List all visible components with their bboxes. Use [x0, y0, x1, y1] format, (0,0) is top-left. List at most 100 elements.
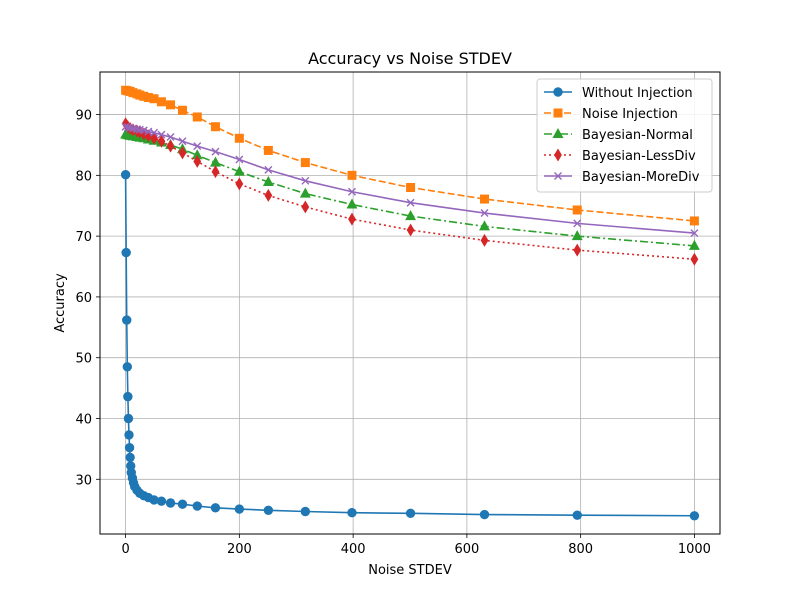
- data-point: [121, 122, 130, 131]
- y-tick-label: 90: [75, 109, 92, 124]
- legend-label: Bayesian-LessDiv: [582, 149, 696, 164]
- legend-marker: [554, 148, 562, 162]
- legend-marker: [553, 108, 563, 118]
- data-point: [234, 133, 244, 143]
- legend-item: Bayesian-Normal: [544, 127, 693, 143]
- data-point: [157, 134, 166, 148]
- x-tick-label: 400: [341, 542, 366, 557]
- y-axis-label: Accuracy: [53, 273, 68, 333]
- data-point: [264, 165, 273, 174]
- data-point: [300, 158, 310, 168]
- data-point: [405, 508, 416, 519]
- data-point: [347, 508, 357, 518]
- data-point: [690, 229, 699, 238]
- data-point: [132, 125, 141, 134]
- data-point: [178, 146, 187, 160]
- data-point: [480, 209, 489, 218]
- data-point: [165, 498, 176, 508]
- data-point: [150, 131, 158, 145]
- data-point: [572, 510, 582, 520]
- data-point: [690, 252, 699, 266]
- data-point: [150, 128, 159, 137]
- data-point: [210, 122, 220, 132]
- data-point: [300, 506, 311, 517]
- data-point: [301, 176, 310, 185]
- x-tick-label: 0: [121, 542, 129, 557]
- data-point: [126, 123, 135, 132]
- data-point: [346, 198, 358, 209]
- data-point: [301, 200, 310, 214]
- series-0: [120, 170, 700, 521]
- data-point: [688, 239, 700, 250]
- ticks: 0 200 400 600 800 1000 30 40 50 60 70 80 90: [75, 109, 710, 557]
- series-line: [125, 133, 695, 247]
- data-point: [123, 391, 133, 402]
- data-point: [235, 177, 244, 191]
- data-point: [235, 155, 244, 164]
- data-point: [166, 100, 176, 110]
- series-1: [121, 85, 699, 226]
- x-tick-label: 1000: [678, 542, 711, 557]
- data-point: [689, 511, 700, 521]
- data-point: [689, 216, 699, 226]
- plot-frame: [99, 71, 721, 535]
- grid: [100, 72, 720, 534]
- data-point: [123, 413, 134, 424]
- data-point: [348, 212, 356, 226]
- data-point: [264, 188, 273, 202]
- legend-label: Bayesian-MoreDiv: [582, 170, 700, 185]
- data-point: [177, 499, 188, 509]
- data-point: [166, 139, 175, 153]
- data-point: [192, 112, 202, 122]
- data-point: [125, 452, 135, 463]
- data-point: [124, 430, 134, 440]
- series-layer: [120, 85, 700, 521]
- series-4: [121, 122, 699, 238]
- data-point: [156, 97, 166, 107]
- y-tick-label: 80: [75, 169, 92, 184]
- data-point: [480, 194, 490, 204]
- data-point: [234, 504, 245, 514]
- data-point: [122, 362, 133, 372]
- data-point: [233, 165, 245, 176]
- legend-label: Noise Injection: [582, 107, 678, 122]
- x-tick-label: 200: [227, 542, 252, 557]
- data-point: [124, 442, 135, 453]
- data-point: [193, 142, 202, 151]
- series-line: [125, 125, 695, 234]
- legend-marker: [554, 172, 562, 180]
- data-point: [479, 220, 490, 231]
- data-point: [211, 165, 220, 179]
- data-point: [122, 315, 132, 325]
- data-point: [347, 170, 357, 180]
- data-point: [263, 145, 273, 155]
- data-point: [166, 133, 175, 142]
- data-point: [192, 501, 202, 511]
- data-point: [480, 233, 489, 247]
- data-point: [406, 183, 416, 192]
- data-point: [573, 243, 582, 257]
- data-point: [573, 219, 582, 228]
- data-point: [157, 130, 166, 139]
- data-point: [406, 223, 415, 237]
- data-point: [479, 509, 490, 520]
- legend-item: Bayesian-LessDiv: [544, 148, 696, 164]
- data-point: [156, 496, 167, 506]
- series-line: [125, 89, 695, 222]
- data-point: [263, 505, 274, 515]
- legend-box: [536, 78, 713, 193]
- data-point: [211, 147, 220, 156]
- legend-marker: [552, 127, 564, 138]
- x-tick-label: 600: [454, 542, 479, 557]
- legend-item: Without Injection: [544, 86, 693, 101]
- data-point: [571, 230, 583, 241]
- y-tick-label: 40: [75, 413, 92, 428]
- y-tick-label: 60: [75, 291, 92, 306]
- data-point: [262, 175, 274, 187]
- data-point: [405, 210, 417, 221]
- data-point: [299, 187, 311, 198]
- legend-marker: [553, 87, 563, 97]
- legend-item: Noise Injection: [544, 107, 678, 122]
- data-point: [572, 205, 582, 215]
